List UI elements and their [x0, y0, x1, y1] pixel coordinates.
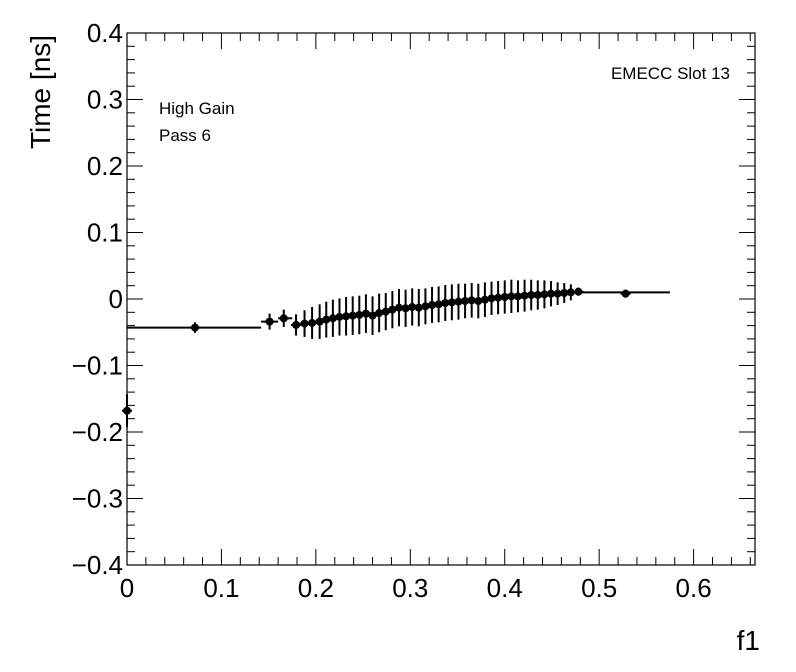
pass-annotation: Pass 6	[159, 126, 211, 145]
x-tick-label: 0	[120, 573, 134, 603]
data-point	[461, 296, 470, 305]
data-point	[540, 290, 549, 299]
y-tick-label: 0.2	[87, 151, 123, 181]
data-point	[467, 296, 476, 305]
data-point	[447, 298, 456, 307]
data-point	[421, 302, 430, 311]
data-point	[527, 291, 536, 300]
y-axis-title: Time [ns]	[25, 35, 56, 149]
data-point	[454, 297, 463, 306]
data-point	[560, 289, 569, 298]
data-point	[500, 293, 509, 302]
data-point	[533, 291, 542, 300]
data-point	[292, 320, 301, 329]
data-point	[513, 292, 522, 301]
data-point	[394, 303, 403, 312]
data-point	[322, 315, 331, 324]
data-point	[408, 302, 417, 311]
gain-annotation: High Gain	[159, 99, 235, 118]
data-point	[553, 289, 562, 298]
data-point	[441, 298, 450, 307]
data-point	[434, 300, 443, 309]
x-tick-label: 0.6	[676, 573, 712, 603]
x-tick-label: 0.5	[581, 573, 617, 603]
data-point	[300, 319, 309, 328]
axis-ticks	[126, 32, 755, 566]
y-tick-label: −0.4	[72, 550, 123, 580]
plot-frame	[126, 32, 756, 566]
data-point	[401, 304, 410, 313]
data-point	[342, 312, 351, 321]
data-point	[574, 287, 583, 296]
data-point	[335, 312, 344, 321]
data-point	[621, 289, 630, 298]
data-point	[487, 294, 496, 303]
y-tick-label: 0.1	[87, 218, 123, 248]
data-point	[414, 303, 423, 312]
data-point	[566, 288, 575, 297]
x-tick-label: 0.3	[392, 573, 428, 603]
data-point	[190, 323, 199, 332]
y-tick-label: 0.3	[87, 85, 123, 115]
data-point	[480, 295, 489, 304]
data-point	[547, 289, 556, 298]
data-point	[348, 311, 357, 320]
data-point	[355, 310, 364, 319]
x-axis-title: f1	[737, 625, 760, 656]
data-series	[122, 279, 671, 428]
data-point	[328, 314, 337, 323]
data-point	[279, 314, 288, 323]
tick-labels: 0 0.1 0.2 0.3 0.4 0.5 0.6 −0.4 −0.3 −0.2 −0.1 0 0.1 0…	[72, 18, 712, 603]
x-tick-label: 0.4	[487, 573, 523, 603]
y-tick-label: −0.3	[72, 484, 123, 514]
data-point	[428, 300, 437, 309]
data-point	[494, 293, 503, 302]
x-tick-label: 0.2	[298, 573, 334, 603]
x-tick-label: 0.1	[203, 573, 239, 603]
y-tick-label: 0.4	[87, 18, 123, 48]
data-point	[520, 291, 529, 300]
data-point	[308, 318, 317, 327]
data-point	[375, 308, 384, 317]
data-point	[507, 292, 516, 301]
slot-annotation: EMECC Slot 13	[611, 64, 730, 83]
y-tick-label: 0	[109, 284, 123, 314]
y-tick-label: −0.2	[72, 417, 123, 447]
data-point	[474, 296, 483, 305]
data-point	[265, 317, 274, 326]
y-tick-label: −0.1	[72, 351, 123, 381]
